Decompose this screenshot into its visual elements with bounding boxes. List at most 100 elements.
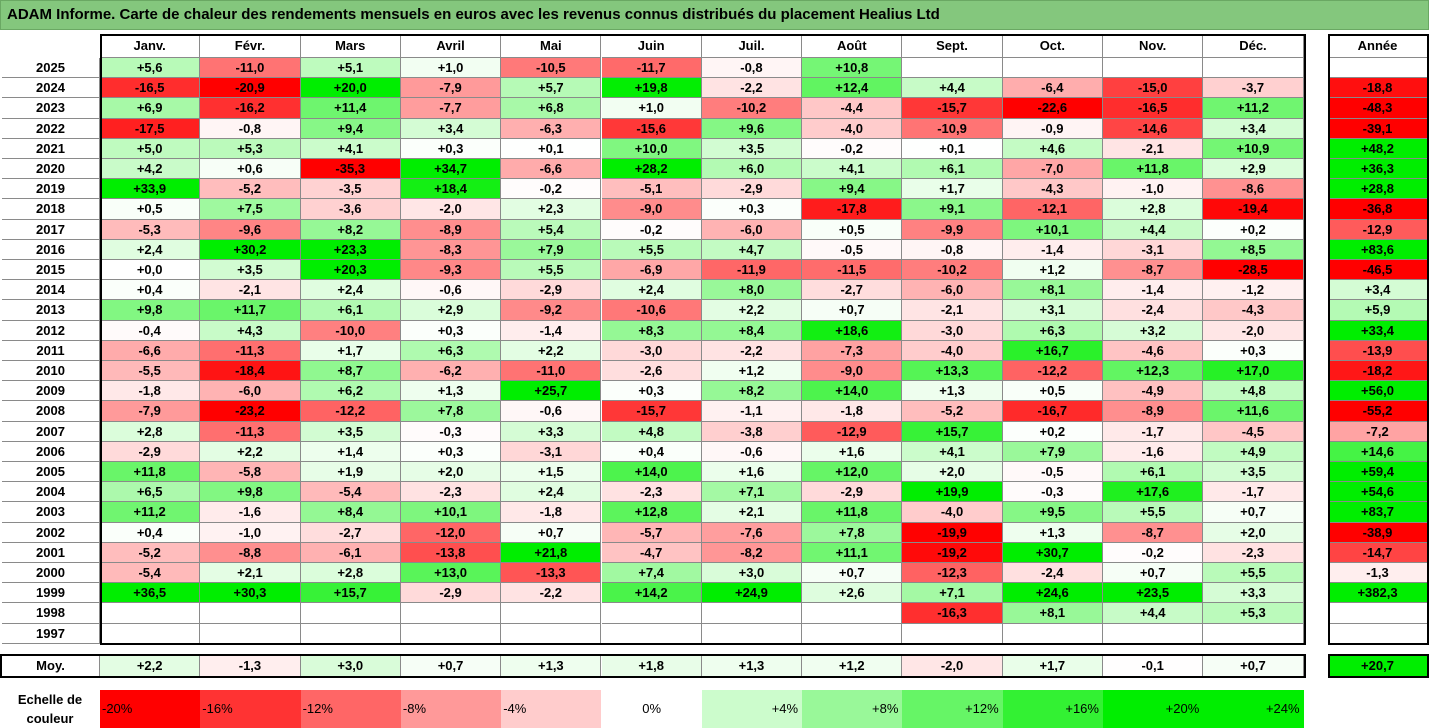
annual-cell: +33,4 (1328, 320, 1428, 341)
annual-cell: -7,2 (1328, 421, 1428, 442)
heatmap-cell: -4,3 (1203, 300, 1304, 321)
annual-cell: -14,7 (1328, 542, 1428, 563)
heatmap-cell: -3,6 (300, 199, 401, 220)
annual-cell: +54,6 (1328, 482, 1428, 503)
year-label: 2001 (2, 542, 100, 563)
heatmap-cell: +5,3 (1203, 603, 1304, 624)
annual-cell: -13,9 (1328, 340, 1428, 361)
heatmap-cell: -9,3 (400, 260, 502, 281)
heatmap-cell: -7,3 (802, 340, 903, 361)
month-header: Oct. (1002, 34, 1103, 58)
heatmap-cell: +2,9 (1203, 159, 1304, 180)
heatmap-cell: +8,1 (1002, 280, 1103, 301)
color-scale-label: Echelle de couleur (17, 691, 83, 726)
heatmap-cell: +3,5 (701, 138, 803, 159)
heatmap-cell: +11,8 (100, 462, 201, 483)
year-label: 2017 (2, 219, 100, 240)
heatmap-cell: -28,5 (1203, 260, 1304, 281)
heatmap-cell: +11,8 (802, 502, 903, 523)
month-header: Mai (501, 34, 602, 58)
color-scale-cell: -12% (300, 689, 401, 728)
heatmap-cell: -14,6 (1103, 118, 1204, 139)
average-cell: +3,0 (300, 653, 401, 678)
heatmap-cell: +8,7 (300, 361, 401, 382)
heatmap-cell: -6,6 (100, 340, 201, 361)
heatmap-cell: +19,9 (902, 482, 1003, 503)
heatmap-cell: -3,1 (501, 441, 602, 462)
year-label: 2008 (2, 401, 100, 422)
year-label: 2019 (2, 179, 100, 200)
heatmap-cell: +2,0 (1203, 522, 1304, 543)
heatmap-cell: -0,2 (1103, 542, 1204, 563)
heatmap-cell: +3,3 (1203, 583, 1304, 604)
heatmap-cell: +0,7 (1203, 502, 1304, 523)
heatmap-cell: +10,1 (1002, 219, 1103, 240)
heatmap-cell: +5,5 (1103, 502, 1204, 523)
heatmap-cell: +7,1 (701, 482, 803, 503)
heatmap-cell: +5,1 (300, 58, 401, 79)
heatmap-cell: -9,2 (501, 300, 602, 321)
heatmap-cell: -1,1 (701, 401, 803, 422)
heatmap-cell: +11,1 (802, 542, 903, 563)
annual-cell: -55,2 (1328, 401, 1428, 422)
heatmap-cell: -10,2 (902, 260, 1003, 281)
heatmap-cell: +0,5 (100, 199, 201, 220)
heatmap-cell: +30,3 (200, 583, 301, 604)
heatmap-cell: +1,6 (802, 441, 903, 462)
heatmap-cell: -19,4 (1203, 199, 1304, 220)
heatmap-cell: -2,2 (701, 78, 803, 99)
heatmap-cell: -12,2 (1002, 361, 1103, 382)
heatmap-cell: +1,3 (1002, 522, 1103, 543)
heatmap-cell: -2,1 (200, 280, 301, 301)
heatmap-cell: +8,0 (701, 280, 803, 301)
heatmap-cell: -6,9 (601, 260, 702, 281)
heatmap-cell: +1,9 (300, 462, 401, 483)
heatmap-cell: -8,2 (701, 542, 803, 563)
heatmap-cell: +5,5 (601, 239, 702, 260)
heatmap-cell: +9,8 (200, 482, 301, 503)
heatmap-cell: +5,4 (501, 219, 602, 240)
heatmap-cell: -10,5 (501, 58, 602, 79)
heatmap-cell: +6,1 (902, 159, 1003, 180)
heatmap-cell: -0,6 (501, 401, 602, 422)
heatmap-cell: +14,2 (601, 583, 702, 604)
heatmap-cell (601, 623, 702, 644)
heatmap-cell (1203, 623, 1304, 644)
heatmap-cell: +6,2 (300, 381, 401, 402)
annual-cell (1328, 58, 1428, 79)
heatmap-cell: +6,1 (1103, 462, 1204, 483)
heatmap-cell: +20,0 (300, 78, 401, 99)
heatmap-cell: -5,4 (100, 563, 201, 584)
heatmap-cell: -8,7 (1103, 260, 1204, 281)
heatmap-cell: +0,7 (1103, 563, 1204, 584)
heatmap-cell: -8,3 (400, 239, 502, 260)
heatmap-cell: +0,2 (1203, 219, 1304, 240)
heatmap-cell: +1,7 (902, 179, 1003, 200)
annual-cell: +14,6 (1328, 441, 1428, 462)
heatmap-cell: +1,0 (400, 58, 502, 79)
heatmap-cell (501, 623, 602, 644)
heatmap-cell (300, 623, 401, 644)
heatmap-cell: -10,0 (300, 320, 401, 341)
heatmap-cell: -1,7 (1103, 421, 1204, 442)
annual-cell: +3,4 (1328, 280, 1428, 301)
heatmap-cell: +1,3 (400, 381, 502, 402)
annual-cell: +28,8 (1328, 179, 1428, 200)
heatmap-cell: -6,2 (400, 361, 502, 382)
heatmap-cell: -0,5 (802, 239, 903, 260)
year-label: 1998 (2, 603, 100, 624)
heatmap-cell: -17,5 (100, 118, 201, 139)
heatmap-cell: -4,0 (902, 502, 1003, 523)
heatmap-cell (701, 623, 803, 644)
month-header: Avril (400, 34, 502, 58)
heatmap-cell (701, 603, 803, 624)
heatmap-cell: -16,5 (100, 78, 201, 99)
heatmap-cell: -2,9 (802, 482, 903, 503)
heatmap-cell: -2,4 (1002, 563, 1103, 584)
heatmap-cell: +8,2 (300, 219, 401, 240)
heatmap-cell: +4,1 (802, 159, 903, 180)
heatmap-cell: +11,6 (1203, 401, 1304, 422)
year-label: 2018 (2, 199, 100, 220)
heatmap-cell: +5,5 (501, 260, 602, 281)
heatmap-cell: -0,2 (501, 179, 602, 200)
